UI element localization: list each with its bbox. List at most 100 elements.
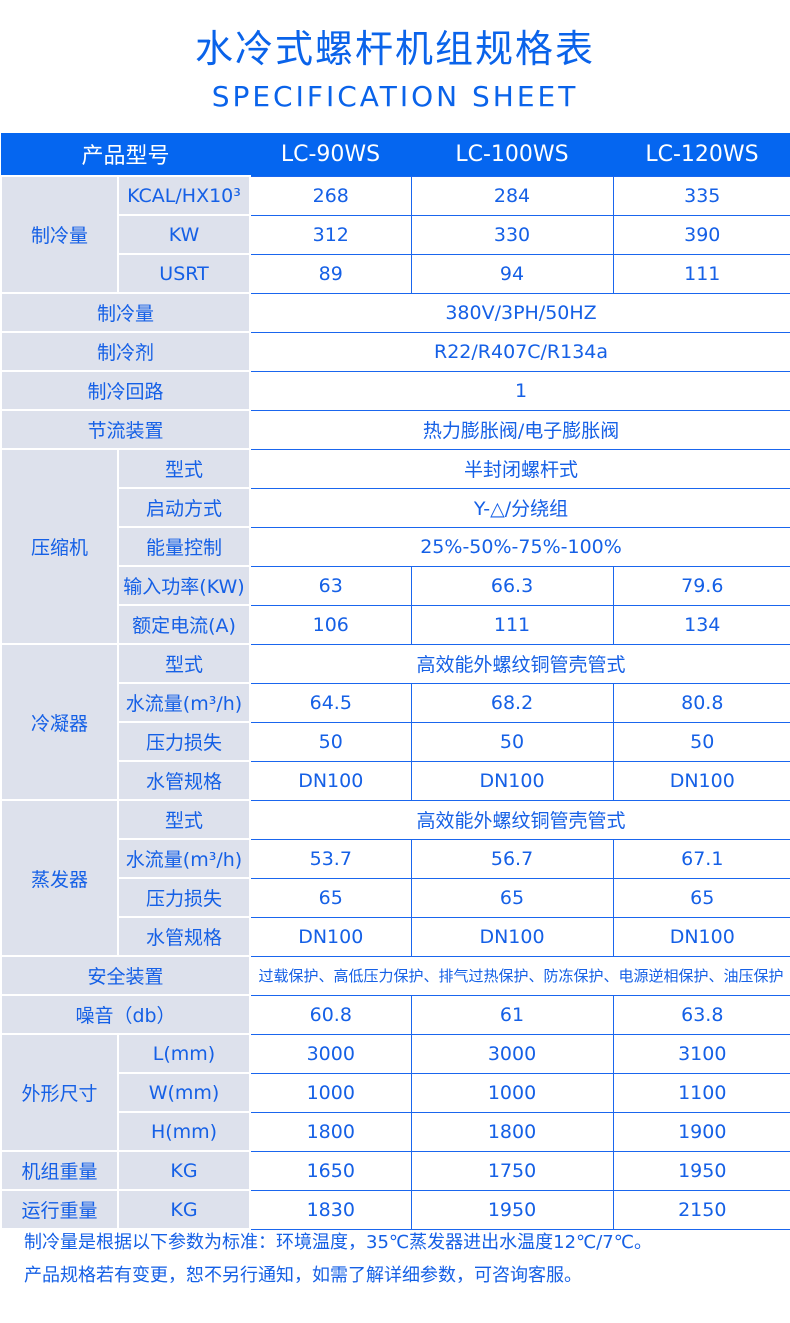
model-value: DN100 — [249, 760, 412, 801]
footnote: 制冷量是根据以下参数为标准：环境温度，35℃蒸发器进出水温度12℃/7℃。 — [24, 1232, 652, 1253]
model-value: 65 — [410, 877, 614, 918]
model-value: 390 — [612, 214, 790, 255]
table-header-row: 产品型号 LC-90WS LC-100WS LC-120WS — [1, 133, 790, 176]
spanning-value: 1 — [249, 370, 790, 411]
model-value: 1650 — [249, 1150, 412, 1191]
model-value: 50 — [410, 721, 614, 762]
row-sub-label: 型式 — [116, 799, 252, 840]
model-value: 65 — [249, 877, 412, 918]
row-sub-label: 能量控制 — [116, 526, 252, 567]
model-value: 106 — [249, 604, 412, 645]
model-value: 1750 — [410, 1150, 614, 1191]
model-value: 1830 — [249, 1189, 412, 1230]
spanning-value: 380V/3PH/50HZ — [249, 292, 790, 333]
model-value: 64.5 — [249, 682, 412, 723]
table-row: 制冷量 380V/3PH/50HZ — [0, 292, 790, 333]
spanning-value: R22/R407C/R134a — [249, 331, 790, 372]
model-value: 1800 — [249, 1111, 412, 1152]
row-group-label: 制冷回路 — [0, 370, 252, 411]
row-sub-label: 水流量(m³/h) — [116, 682, 252, 723]
table-row: 安全装置 过载保护、高低压力保护、排气过热保护、防冻保护、电源逆相保护、油压保护 — [0, 955, 790, 996]
model-value: 1950 — [410, 1189, 614, 1230]
model-value: 61 — [410, 994, 614, 1035]
table-row: USRT 89 94 111 — [1, 253, 790, 294]
table-row: 压力损失 65 65 65 — [1, 877, 790, 918]
table-row: 制冷回路 1 — [0, 370, 790, 411]
model-value: 134 — [612, 604, 790, 645]
model-header: LC-90WS — [250, 133, 412, 176]
model-value: 335 — [612, 175, 790, 216]
model-value: 68.2 — [410, 682, 614, 723]
model-value: 89 — [249, 253, 412, 294]
table-row: KW 312 330 390 — [1, 214, 790, 255]
model-value: 67.1 — [612, 838, 790, 879]
table-row: 额定电流(A) 106 111 134 — [1, 604, 790, 645]
row-sub-label: USRT — [116, 253, 252, 294]
model-value: 3000 — [410, 1033, 614, 1074]
row-sub-label: 压力损失 — [116, 877, 252, 918]
model-value: 3100 — [612, 1033, 790, 1074]
row-sub-label: KW — [116, 214, 252, 255]
model-value: 80.8 — [612, 682, 790, 723]
model-value: 53.7 — [249, 838, 412, 879]
model-value: 330 — [410, 214, 614, 255]
model-value: 60.8 — [249, 994, 412, 1035]
table-row: 机组重量 KG 1650 1750 1950 — [0, 1150, 790, 1191]
model-value: 50 — [249, 721, 412, 762]
page-subtitle: SPECIFICATION SHEET — [211, 80, 579, 113]
spanning-value: 半封闭螺杆式 — [249, 448, 790, 489]
table-row: 输入功率(KW) 63 66.3 79.6 — [1, 565, 790, 606]
model-value: DN100 — [249, 916, 412, 957]
table-row: 压力损失 50 50 50 — [1, 721, 790, 762]
row-sub-label: 水管规格 — [116, 916, 252, 957]
row-group-label: 噪音（db） — [0, 994, 252, 1035]
model-value: 111 — [612, 253, 790, 294]
model-value: 1000 — [249, 1072, 412, 1113]
spanning-value: 高效能外螺纹铜管壳管式 — [249, 799, 790, 840]
model-value: 79.6 — [612, 565, 790, 606]
model-value: 1950 — [612, 1150, 790, 1191]
model-value: 1800 — [410, 1111, 614, 1152]
row-group-label: 运行重量 — [0, 1189, 119, 1230]
table-row: H(mm) 1800 1800 1900 — [1, 1111, 790, 1152]
table-row: 水管规格 DN100 DN100 DN100 — [1, 760, 790, 801]
row-group-label: 节流装置 — [0, 409, 252, 450]
spanning-value: 过载保护、高低压力保护、排气过热保护、防冻保护、电源逆相保护、油压保护 — [249, 955, 790, 996]
model-value: 1900 — [612, 1111, 790, 1152]
model-value: 65 — [612, 877, 790, 918]
model-header: LC-120WS — [613, 133, 790, 176]
row-sub-label: 额定电流(A) — [116, 604, 252, 645]
row-group-label: 制冷剂 — [0, 331, 252, 372]
row-sub-label: 型式 — [116, 448, 252, 489]
row-sub-label: H(mm) — [116, 1111, 252, 1152]
spec-table: 产品型号 LC-90WS LC-100WS LC-120WS 制冷量 KCAL/H… — [0, 133, 790, 1230]
table-row: 能量控制 25%-50%-75%-100% — [1, 526, 790, 567]
table-row: 外形尺寸 L(mm) 3000 3000 3100 — [0, 1033, 790, 1152]
table-row: 水流量(m³/h) 53.7 56.7 67.1 — [1, 838, 790, 879]
model-value: DN100 — [410, 760, 614, 801]
spanning-value: Y-△/分绕组 — [249, 487, 790, 528]
model-value: 94 — [410, 253, 614, 294]
row-sub-label: W(mm) — [116, 1072, 252, 1113]
row-sub-label: 水管规格 — [116, 760, 252, 801]
spanning-value: 高效能外螺纹铜管壳管式 — [249, 643, 790, 684]
row-group-label: 压缩机 — [0, 448, 119, 645]
row-group-label: 制冷量 — [0, 175, 119, 294]
row-sub-label: 水流量(m³/h) — [116, 838, 252, 879]
row-sub-label: KCAL/HX10³ — [116, 175, 252, 216]
model-value: 66.3 — [410, 565, 614, 606]
table-row: 制冷剂 R22/R407C/R134a — [0, 331, 790, 372]
model-value: 56.7 — [410, 838, 614, 879]
row-sub-label: 启动方式 — [116, 487, 252, 528]
table-row: W(mm) 1000 1000 1100 — [1, 1072, 790, 1113]
row-group-label: 外形尺寸 — [0, 1033, 119, 1152]
model-value: 1100 — [612, 1072, 790, 1113]
row-sub-label: 输入功率(KW) — [116, 565, 252, 606]
spanning-value: 热力膨胀阀/电子膨胀阀 — [249, 409, 790, 450]
model-value: DN100 — [410, 916, 614, 957]
spanning-value: 25%-50%-75%-100% — [249, 526, 790, 567]
row-sub-label: 压力损失 — [116, 721, 252, 762]
footnotes: 制冷量是根据以下参数为标准：环境温度，35℃蒸发器进出水温度12℃/7℃。 产品… — [24, 1226, 652, 1292]
table-row: 水管规格 DN100 DN100 DN100 — [1, 916, 790, 957]
model-value: 63 — [249, 565, 412, 606]
